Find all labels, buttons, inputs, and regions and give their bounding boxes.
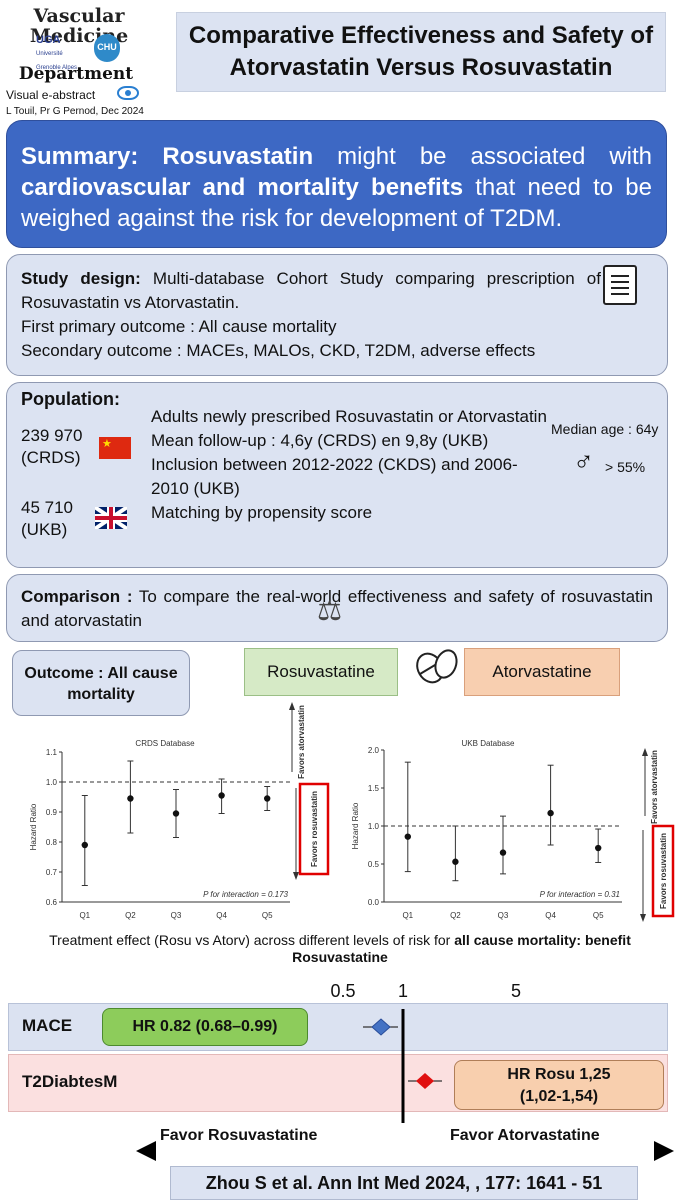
y-tick-label: 0.5 (368, 860, 380, 869)
p-interaction: P for interaction = 0.31 (540, 890, 620, 899)
population-box: Population: 239 970(CRDS) 45 710(UKB) Ad… (6, 382, 668, 568)
x-tick-label: Q3 (171, 911, 182, 920)
atorvastatine-label: Atorvastatine (464, 648, 620, 696)
favors-atorvastatin-label: Favors atorvastatin (650, 750, 659, 824)
study-design-label: Study design: (21, 269, 141, 288)
arrow-up-head (289, 702, 295, 710)
t2dm-hr-badge: HR Rosu 1,25 (1,02-1,54) (454, 1060, 664, 1110)
mace-diamond (371, 1018, 391, 1036)
outcome-label: Outcome : All cause mortality (12, 650, 190, 716)
rosuvastatine-label: Rosuvastatine (244, 648, 398, 696)
y-tick-label: 0.8 (46, 838, 58, 847)
chart-0: CRDS Database 0.6 0.7 0.8 0.9 1.0 1.1 Hazard Ra… (29, 702, 330, 920)
data-point (81, 841, 89, 849)
x-tick-label: Q4 (216, 911, 227, 920)
data-point (218, 792, 225, 799)
favors-rosuvastatin-label: Favors rosuvastatin (310, 791, 319, 867)
department-logo: Vascular Medicine UGA Université Grenoble… (6, 4, 156, 117)
chu-logo: CHU (94, 34, 120, 62)
data-point (452, 858, 459, 865)
p-interaction: P for interaction = 0.173 (203, 890, 288, 899)
favor-highlight-box (651, 824, 675, 918)
ukb-count: 45 710 (UKB) (21, 498, 73, 539)
reference-citation: Zhou S et al. Ann Int Med 2024, , 177: 1… (170, 1166, 638, 1200)
scale-icon: ⚖ (317, 595, 343, 626)
favor-highlight-box (298, 782, 330, 876)
forest-tick-label: 5 (511, 981, 521, 1001)
china-flag-icon (99, 437, 131, 459)
uga-logo: UGA Université Grenoble Alpes (36, 34, 78, 71)
data-point (499, 849, 507, 856)
x-tick-label: Q5 (593, 911, 604, 920)
chart-title: UKB Database (462, 739, 515, 748)
x-tick-label: Q5 (262, 911, 273, 920)
arrow-down-head (640, 914, 646, 922)
page-title: Comparative Effectiveness and Safety of … (176, 12, 666, 92)
favors-atorvastatin-label: Favors atorvastatin (297, 705, 306, 779)
mortality-charts: CRDS Database 0.6 0.7 0.8 0.9 1.0 1.1 Hazard Ra… (29, 702, 675, 922)
male-icon: ♂ (573, 445, 594, 476)
y-axis-label: Hazard Ratio (29, 803, 38, 850)
visual-abstract-label: Visual e-abstract (6, 88, 96, 102)
x-tick-label: Q3 (498, 911, 509, 920)
x-tick-label: Q2 (125, 911, 136, 920)
y-axis-label: Hazard Ratio (351, 802, 360, 849)
t2dm-label: T2DiabtesM (22, 1072, 118, 1091)
chart-1: UKB Database 0.0 0.5 1.0 1.5 2.0 Hazard Ratio Q… (351, 739, 675, 922)
data-point (127, 795, 134, 802)
forest-tick-label: 1 (398, 981, 408, 1001)
data-point (172, 810, 180, 817)
forest-tick-label: 0.5 (330, 981, 355, 1001)
x-tick-label: Q1 (402, 911, 413, 920)
data-point (264, 795, 271, 802)
data-point (404, 833, 411, 840)
x-tick-label: Q2 (450, 911, 461, 920)
population-details: Adults newly prescribed Rosuvastatin or … (151, 407, 547, 522)
y-tick-label: 1.0 (368, 822, 380, 831)
document-icon (603, 265, 637, 305)
y-tick-label: 2.0 (368, 746, 380, 755)
chart-caption: Treatment effect (Rosu vs Atorv) across … (49, 932, 631, 965)
t2dm-diamond (416, 1073, 434, 1089)
chart-title: CRDS Database (135, 739, 195, 748)
data-point (547, 809, 554, 817)
forest-plot: 0.5 1 5 (136, 981, 674, 1161)
study-design-box: Study design: Multi-database Cohort Stud… (6, 254, 668, 376)
primary-outcome: First primary outcome : All cause mortal… (21, 317, 337, 336)
uk-flag-icon (95, 507, 127, 529)
summary-box: Summary: Rosuvastatin might be associate… (6, 120, 667, 248)
male-percentage: > 55% (605, 459, 646, 475)
population-label: Population: (21, 389, 120, 409)
y-tick-label: 1.5 (368, 784, 380, 793)
y-tick-label: 0.9 (46, 808, 58, 817)
eye-icon (117, 86, 139, 100)
logo-dept: Department (18, 64, 134, 84)
arrow-left-icon (136, 1141, 156, 1161)
y-tick-label: 0.7 (46, 868, 58, 877)
arrow-right-icon (654, 1141, 674, 1161)
favor-atorvastatine: Favor Atorvastatine (450, 1127, 600, 1144)
median-age: Median age : 64y (551, 421, 659, 437)
y-tick-label: 0.0 (368, 898, 380, 907)
y-tick-label: 0.6 (46, 898, 58, 907)
pills-icon (416, 649, 458, 684)
y-tick-label: 1.1 (46, 748, 58, 757)
favor-rosuvastatine: Favor Rosuvastatine (160, 1127, 318, 1144)
y-tick-label: 1.0 (46, 778, 58, 787)
authors: L Touil, Pr G Pernod, Dec 2024 (6, 106, 144, 117)
secondary-outcome: Secondary outcome : MACEs, MALOs, CKD, T… (21, 341, 536, 360)
x-tick-label: Q1 (79, 911, 90, 920)
x-tick-label: Q4 (545, 911, 556, 920)
arrow-up-head (642, 748, 648, 756)
mace-label: MACE (22, 1016, 73, 1035)
crds-count: 239 970 (CRDS) (21, 426, 83, 467)
arrow-down-head (293, 872, 299, 880)
mace-hr-badge: HR 0.82 (0.68–0.99) (102, 1008, 308, 1046)
favors-rosuvastatin-label: Favors rosuvastatin (659, 833, 668, 909)
comparison-box: Comparison : To compare the real-world e… (6, 574, 668, 642)
data-point (595, 844, 602, 852)
